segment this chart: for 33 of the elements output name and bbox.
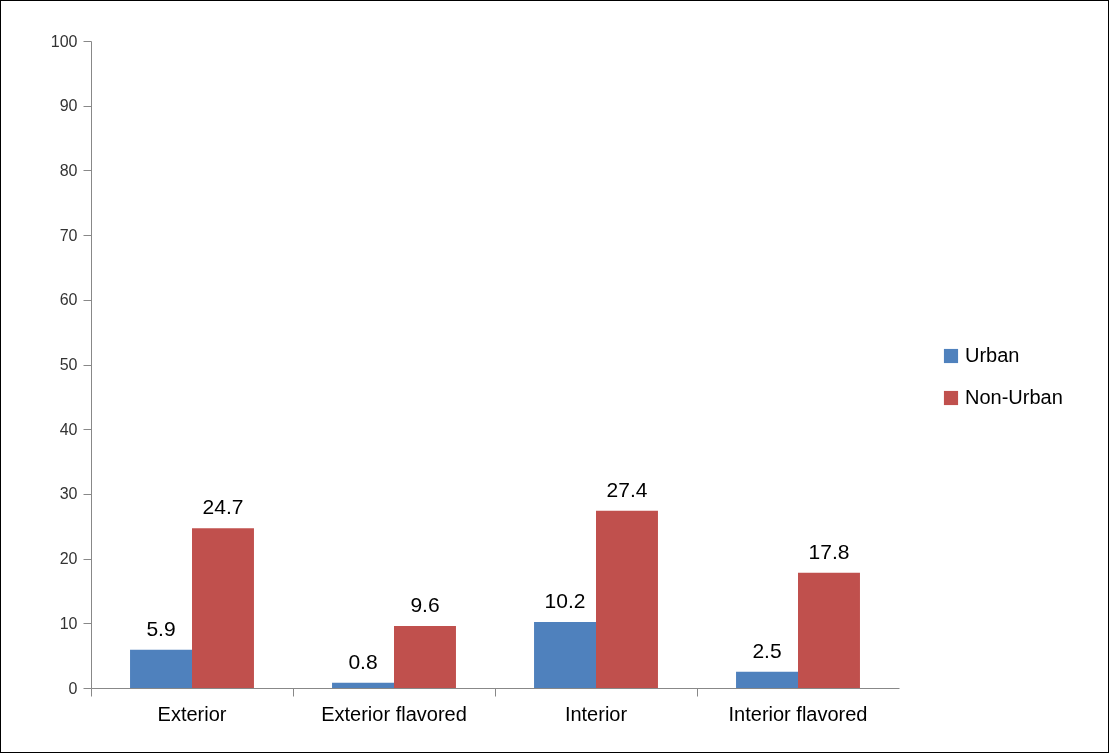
y-tick-label: 50: [59, 356, 78, 373]
x-tick-label: Exterior flavored: [321, 702, 467, 725]
data-label: 2.5: [752, 638, 782, 662]
y-tick-label: 30: [59, 485, 78, 503]
y-tick-label: 90: [59, 97, 78, 115]
data-label: 9.6: [410, 592, 440, 616]
bar: [596, 510, 658, 688]
x-tick-label: Interior: [564, 702, 628, 725]
data-label: 17.8: [808, 539, 850, 563]
data-label: 10.2: [544, 589, 586, 613]
y-tick-label: 70: [59, 226, 78, 244]
legend-label: Urban: [965, 344, 1020, 366]
data-label: 0.8: [348, 649, 378, 673]
y-tick-label: 80: [59, 161, 78, 179]
y-tick-label: 40: [59, 420, 78, 438]
x-tick-label: Exterior: [157, 702, 227, 725]
bar: [798, 572, 860, 688]
y-tick-label: 60: [59, 291, 78, 309]
data-label: 27.4: [606, 477, 648, 501]
y-tick-label: 10: [59, 614, 78, 632]
data-label: 24.7: [202, 495, 244, 519]
bar: [394, 625, 456, 688]
bar: [192, 528, 254, 688]
bar: [130, 649, 192, 688]
data-label: 5.9: [146, 616, 176, 640]
legend-label: Non-Urban: [965, 386, 1063, 408]
bar: [332, 682, 394, 688]
bar: [736, 671, 798, 688]
x-tick-label: Interior flavored: [728, 702, 868, 725]
y-tick-label: 100: [50, 32, 78, 50]
y-tick-label: 0: [68, 679, 78, 697]
y-tick-label: 20: [59, 550, 78, 568]
bar: [534, 622, 596, 688]
